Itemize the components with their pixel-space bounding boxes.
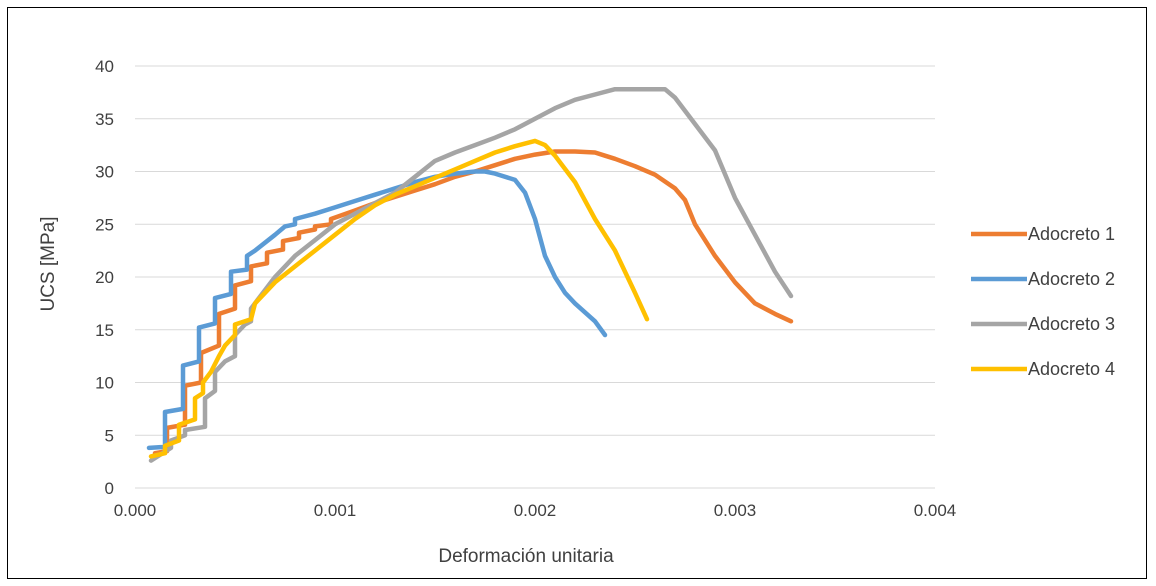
- legend-label-4: Adocreto 4: [1028, 359, 1115, 379]
- x-axis-title: Deformación unitaria: [438, 546, 614, 567]
- x-tick-label: 0.002: [514, 501, 557, 520]
- y-tick-label: 10: [95, 374, 114, 393]
- x-tick-label: 0.004: [914, 501, 957, 520]
- x-tick-label: 0.000: [114, 501, 157, 520]
- y-axis-ticks: 0 5 10 15 20 25 30 35 40: [95, 57, 114, 498]
- legend-label-1: Adocreto 1: [1028, 224, 1115, 244]
- y-axis-title: UCS [MPa]: [38, 216, 59, 311]
- gridlines: [135, 65, 935, 489]
- chart-frame: 0 5 10 15 20 25 30 35 40 0.000 0.001 0.002 0.003 0.0…: [7, 7, 1147, 579]
- series-lines: [146, 86, 794, 463]
- legend-label-3: Adocreto 3: [1028, 314, 1115, 334]
- x-axis-ticks: 0.000 0.001 0.002 0.003 0.004: [114, 501, 957, 520]
- x-tick-label: 0.001: [314, 501, 357, 520]
- series-line-3: [148, 86, 794, 463]
- legend: Adocreto 1 Adocreto 2 Adocreto 3 Adocreto 4: [971, 224, 1115, 379]
- y-tick-label: 35: [95, 110, 114, 129]
- x-tick-label: 0.003: [714, 501, 757, 520]
- legend-label-2: Adocreto 2: [1028, 269, 1115, 289]
- series-line-2: [146, 169, 608, 451]
- series-line-4: [148, 138, 650, 459]
- y-tick-label: 5: [105, 426, 114, 445]
- series-line-1: [152, 149, 794, 456]
- y-tick-label: 20: [95, 268, 114, 287]
- y-tick-label: 30: [95, 163, 114, 182]
- y-tick-label: 15: [95, 321, 114, 340]
- y-tick-label: 40: [95, 57, 114, 76]
- y-tick-label: 0: [105, 479, 114, 498]
- y-tick-label: 25: [95, 215, 114, 234]
